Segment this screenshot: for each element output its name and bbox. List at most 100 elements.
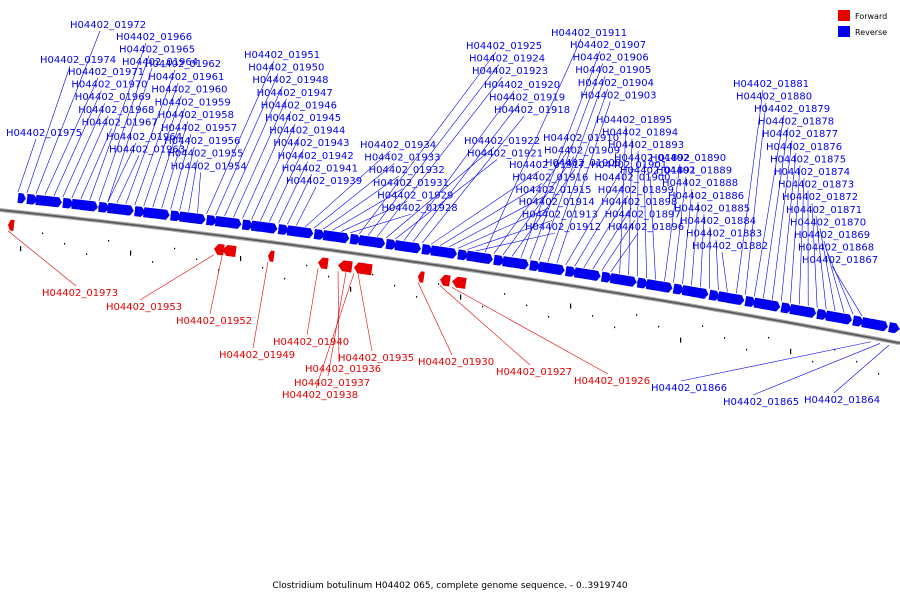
forward-gene-label: H04402_01940 — [273, 337, 349, 348]
reverse-gene-arrow — [555, 264, 565, 276]
forward-gene-arrow — [418, 271, 425, 283]
ruler-mark — [42, 232, 44, 235]
reverse-gene-label: H04402_01904 — [578, 78, 654, 89]
ruler-mark — [20, 246, 22, 252]
reverse-gene-arrow — [268, 222, 278, 234]
reverse-gene-label: H04402_01925 — [466, 41, 542, 52]
reverse-gene-label: H04402_01911 — [551, 28, 627, 39]
ruler-mark — [350, 286, 352, 292]
reverse-gene-label: H04402_01934 — [360, 140, 436, 151]
reverse-gene-label: H04402_01915 — [515, 185, 591, 196]
reverse-gene-arrow — [816, 308, 829, 320]
reverse-gene-label: H04402_01916 — [512, 172, 588, 183]
forward-gene-label: H04402_01935 — [338, 353, 414, 364]
reverse-gene-label: H04402_01914 — [519, 197, 595, 208]
reverse-gene-arrow — [304, 227, 314, 239]
reverse-gene-label: H04402_01975 — [6, 128, 82, 139]
reverse-gene-arrow — [780, 302, 793, 314]
reverse-gene-label: H04402_01941 — [282, 163, 358, 174]
ruler-mark — [64, 242, 66, 245]
reverse-gene-label: H04402_01932 — [369, 165, 445, 176]
ruler-mark — [812, 360, 814, 363]
reverse-gene-arrow — [205, 214, 218, 226]
reverse-gene-label: H04402_01882 — [692, 241, 768, 252]
ruler-mark — [680, 337, 682, 343]
reverse-gene-arrow — [852, 315, 864, 327]
ruler-mark — [152, 261, 154, 263]
reverse-gene-label: H04402_01931 — [373, 178, 449, 189]
ruler-mark — [702, 325, 704, 327]
reverse-gene-label: H04402_01886 — [668, 191, 744, 202]
reverse-gene-arrow — [843, 313, 852, 325]
reverse-gene-label: H04402_01947 — [257, 88, 333, 99]
reverse-gene-label: H04402_01956 — [164, 136, 240, 147]
forward-gene-label: H04402_01930 — [418, 357, 494, 368]
reverse-gene-label: H04402_01946 — [261, 100, 337, 111]
ruler-mark — [328, 275, 330, 278]
reverse-gene-arrow — [879, 320, 888, 332]
reverse-gene-arrow — [313, 228, 326, 240]
reverse-gene-label: H04402_01894 — [602, 128, 678, 139]
ruler-mark — [614, 326, 616, 329]
reverse-gene-label: H04402_01883 — [686, 229, 762, 240]
reverse-gene-arrow — [340, 232, 350, 244]
ruler-mark — [878, 373, 880, 375]
ruler-mark — [724, 337, 726, 339]
legend: Forward Reverse — [838, 10, 887, 37]
reverse-gene-label: H04402_01881 — [733, 79, 809, 90]
forward-gene-arrow — [8, 219, 15, 231]
forward-legend-swatch — [838, 10, 850, 21]
reverse-gene-label: H04402_01900 — [594, 172, 670, 183]
reverse-gene-arrow — [241, 219, 254, 231]
reverse-gene-label: H04402_01954 — [171, 161, 247, 172]
reverse-gene-arrow — [26, 193, 38, 205]
ruler-mark — [372, 273, 374, 276]
reverse-gene-arrow — [376, 237, 386, 249]
reverse-gene-arrow — [98, 201, 110, 213]
reverse-gene-label: H04402_01939 — [286, 176, 362, 187]
reverse-gene-label: H04402_01908 — [545, 158, 621, 169]
ruler-mark — [768, 336, 770, 339]
reverse-gene-label: H04402_01869 — [794, 230, 870, 241]
reverse-gene-label: H04402_01912 — [525, 222, 601, 233]
reverse-gene-label: H04402_01865 — [723, 397, 799, 408]
reverse-gene-arrow — [277, 224, 290, 235]
reverse-gene-label: H04402_01942 — [278, 151, 354, 162]
reverse-gene-arrow — [161, 209, 170, 220]
ruler-mark — [548, 316, 550, 318]
reverse-gene-label: H04402_01884 — [680, 216, 756, 227]
forward-gene-arrow — [268, 250, 275, 262]
reverse-gene-label: H04402_01968 — [78, 105, 154, 116]
forward-gene-label: H04402_01952 — [176, 316, 252, 327]
reverse-gene-arrow — [134, 206, 146, 217]
ruler-mark — [108, 239, 110, 242]
reverse-gene-arrow — [493, 254, 505, 266]
reverse-gene-label: H04402_01878 — [758, 117, 834, 128]
reverse-gene-label: H04402_01929 — [377, 190, 453, 201]
reverse-gene-label: H04402_01864 — [804, 395, 880, 406]
ruler-mark — [86, 253, 88, 255]
reverse-gene-label: H04402_01876 — [766, 142, 842, 153]
reverse-gene-arrow — [520, 258, 529, 270]
forward-gene-arrow — [346, 261, 353, 273]
reverse-gene-label: H04402_01896 — [608, 222, 684, 233]
reverse-gene-label: H04402_01922 — [464, 136, 540, 147]
reverse-gene-arrow — [636, 277, 649, 289]
reverse-gene-arrow — [457, 249, 469, 261]
ruler-mark — [284, 277, 286, 280]
reverse-gene-arrow — [53, 196, 62, 208]
reverse-gene-arrow — [663, 282, 673, 293]
reverse-gene-label: H04402_01892 — [614, 153, 690, 164]
reverse-gene-label: H04402_01960 — [151, 85, 227, 96]
ruler-mark — [240, 256, 242, 262]
forward-gene-arrow — [358, 263, 373, 276]
reverse-gene-label: H04402_01950 — [248, 63, 324, 74]
forward-gene-label: H04402_01927 — [496, 367, 572, 378]
reverse-legend-label: Reverse — [855, 28, 887, 37]
reverse-gene-label: H04402_01905 — [575, 65, 651, 76]
reverse-gene-arrow — [412, 242, 422, 254]
ruler-mark — [856, 360, 858, 363]
reverse-gene-label: H04402_01964 — [106, 132, 182, 143]
reverse-gene-label: H04402_01917 — [509, 160, 585, 171]
ruler-mark — [130, 250, 132, 256]
